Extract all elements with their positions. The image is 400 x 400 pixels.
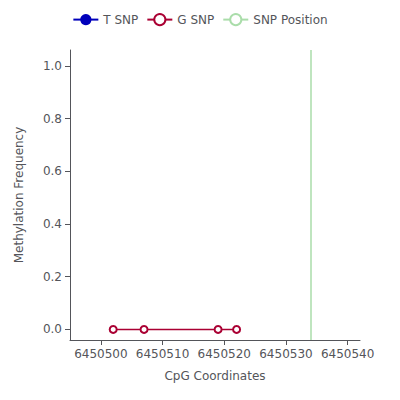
svg-text:SNP Position: SNP Position <box>253 13 327 27</box>
svg-text:6450500: 6450500 <box>74 347 127 361</box>
svg-text:0.4: 0.4 <box>43 217 62 231</box>
svg-text:G SNP: G SNP <box>177 13 214 27</box>
svg-text:T SNP: T SNP <box>102 13 138 27</box>
svg-text:1.0: 1.0 <box>43 59 62 73</box>
svg-text:6450540: 6450540 <box>321 347 374 361</box>
svg-text:0.8: 0.8 <box>43 112 62 126</box>
svg-text:0.0: 0.0 <box>43 322 62 336</box>
svg-text:6450530: 6450530 <box>259 347 312 361</box>
svg-text:6450520: 6450520 <box>198 347 251 361</box>
svg-text:0.6: 0.6 <box>43 164 62 178</box>
svg-text:0.2: 0.2 <box>43 270 62 284</box>
svg-text:Methylation Frequency: Methylation Frequency <box>12 127 26 264</box>
svg-text:6450510: 6450510 <box>136 347 189 361</box>
svg-text:CpG Coordinates: CpG Coordinates <box>164 369 265 383</box>
